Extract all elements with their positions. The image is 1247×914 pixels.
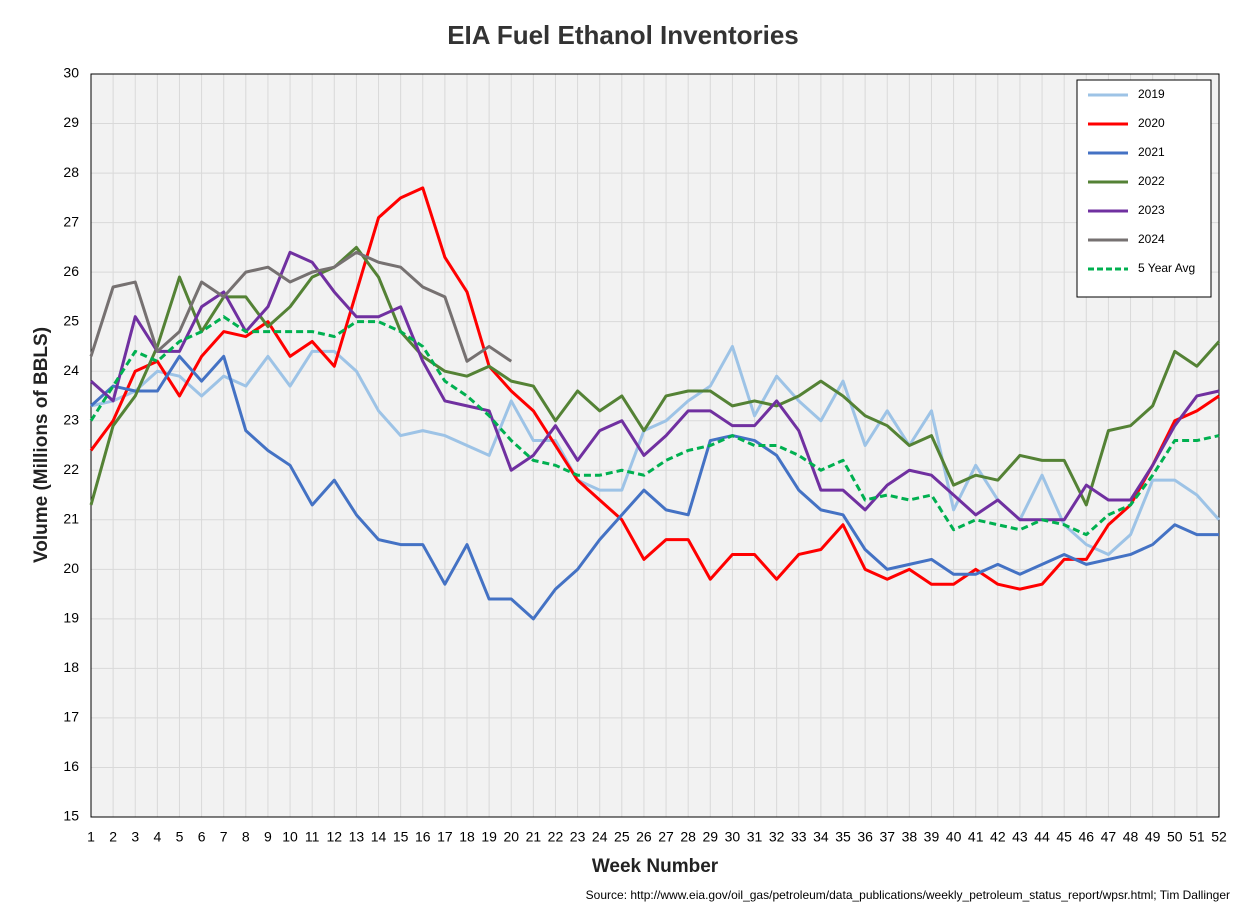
x-tick-label: 49 (1145, 829, 1161, 845)
y-tick-label: 25 (63, 312, 79, 328)
legend-label: 2019 (1138, 87, 1165, 101)
x-tick-label: 16 (415, 829, 431, 845)
y-tick-label: 28 (63, 164, 79, 180)
y-tick-label: 19 (63, 610, 79, 626)
legend-label: 2021 (1138, 145, 1165, 159)
x-tick-label: 24 (592, 829, 608, 845)
series-line (89, 245, 1221, 507)
x-tick-label: 37 (879, 829, 895, 845)
legend-label: 2020 (1138, 116, 1165, 130)
y-tick-label: 21 (63, 511, 79, 527)
y-tick-label: 16 (63, 758, 79, 774)
x-tick-label: 45 (1056, 829, 1072, 845)
x-tick-label: 27 (658, 829, 674, 845)
y-tick-label: 29 (63, 114, 79, 130)
y-tick-label: 27 (63, 213, 79, 229)
x-tick-label: 9 (264, 829, 272, 845)
x-tick-label: 33 (791, 829, 807, 845)
x-tick-label: 4 (153, 829, 161, 845)
x-tick-label: 25 (614, 829, 630, 845)
x-tick-label: 23 (570, 829, 586, 845)
legend-label: 5 Year Avg (1138, 261, 1195, 275)
series-line (90, 344, 1221, 556)
y-tick-label: 24 (63, 362, 79, 378)
x-tick-label: 14 (371, 829, 387, 845)
series-line (89, 354, 1219, 621)
series-line (89, 186, 1220, 591)
x-tick-label: 21 (526, 829, 542, 845)
y-tick-label: 18 (63, 659, 79, 675)
series-line (89, 250, 1220, 522)
x-tick-label: 28 (680, 829, 696, 845)
plot-border (90, 73, 1220, 818)
x-tick-label: 51 (1189, 829, 1205, 845)
x-tick-label: 34 (813, 829, 829, 845)
x-tick-label: 38 (902, 829, 918, 845)
y-tick-label: 17 (63, 709, 79, 725)
x-tick-label: 40 (946, 829, 962, 845)
x-tick-label: 44 (1034, 829, 1050, 845)
chart-title: EIA Fuel Ethanol Inventories (447, 20, 799, 50)
x-tick-label: 30 (725, 829, 741, 845)
x-tick-label: 13 (349, 829, 365, 845)
x-tick-label: 2 (109, 829, 117, 845)
legend-label: 2022 (1138, 174, 1165, 188)
x-tick-label: 52 (1211, 829, 1227, 845)
x-tick-label: 20 (503, 829, 519, 845)
x-axis-label: Week Number (592, 856, 719, 877)
x-tick-label: 46 (1079, 829, 1095, 845)
x-tick-label: 50 (1167, 829, 1183, 845)
legend-label: 2023 (1138, 203, 1165, 217)
x-tick-label: 12 (327, 829, 343, 845)
x-tick-label: 43 (1012, 829, 1028, 845)
x-tick-label: 19 (481, 829, 497, 845)
x-tick-label: 3 (131, 829, 139, 845)
x-tick-label: 10 (282, 829, 298, 845)
x-tick-label: 39 (924, 829, 940, 845)
x-tick-label: 32 (769, 829, 785, 845)
y-tick-label: 23 (63, 411, 79, 427)
x-tick-label: 15 (393, 829, 409, 845)
x-tick-label: 47 (1101, 829, 1117, 845)
x-tick-label: 17 (437, 829, 453, 845)
y-axis-label: Volume (Millions of BBLS) (31, 327, 52, 563)
x-tick-label: 35 (835, 829, 851, 845)
x-tick-label: 11 (305, 829, 320, 845)
x-tick-label: 26 (636, 829, 652, 845)
x-tick-label: 42 (990, 829, 1006, 845)
x-tick-label: 22 (548, 829, 564, 845)
x-tick-label: 48 (1123, 829, 1139, 845)
series-line (89, 250, 513, 363)
x-tick-label: 5 (176, 829, 184, 845)
x-tick-label: 8 (242, 829, 250, 845)
x-tick-label: 7 (220, 829, 228, 845)
x-tick-label: 36 (857, 829, 873, 845)
y-tick-label: 30 (63, 65, 79, 81)
y-tick-label: 15 (63, 808, 79, 824)
y-tick-label: 20 (63, 560, 79, 576)
x-tick-label: 1 (87, 829, 95, 845)
x-tick-label: 18 (459, 829, 475, 845)
legend-box (1076, 79, 1212, 298)
x-tick-label: 6 (198, 829, 206, 845)
x-tick-label: 31 (747, 829, 763, 845)
x-tick-label: 41 (968, 829, 984, 845)
series-line (89, 315, 1220, 537)
legend-label: 2024 (1138, 232, 1165, 246)
x-tick-label: 29 (703, 829, 719, 845)
source-note: Source: http://www.eia.gov/oil_gas/petro… (586, 888, 1230, 902)
y-tick-label: 26 (63, 263, 79, 279)
y-tick-label: 22 (63, 461, 79, 477)
